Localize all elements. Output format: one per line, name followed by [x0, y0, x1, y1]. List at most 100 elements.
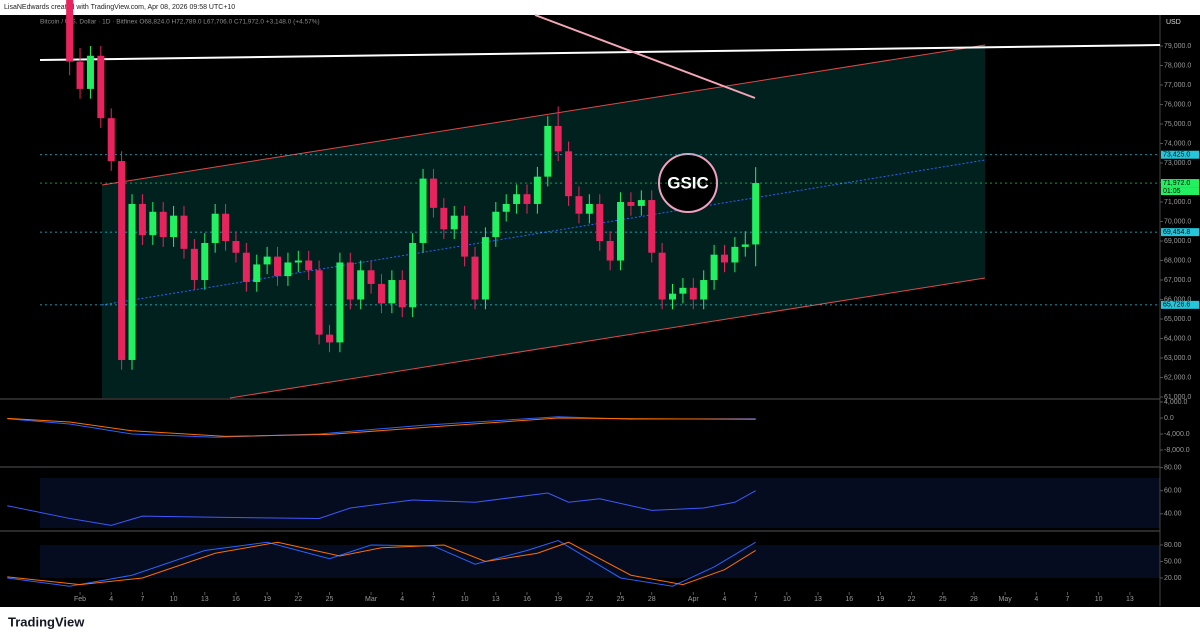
- candle-body: [97, 55, 105, 119]
- y-tick-label: 66,000.0: [1164, 296, 1191, 303]
- x-tick-label: 4: [723, 596, 727, 603]
- candle-body: [274, 256, 282, 277]
- indicator-line: [7, 540, 756, 587]
- candle-body: [492, 211, 500, 238]
- y-tick-label: 60.00: [1164, 488, 1182, 495]
- x-tick-label: 25: [617, 596, 625, 603]
- indicator-line: [7, 490, 756, 526]
- candle-body: [596, 203, 604, 242]
- candle-body: [346, 262, 354, 300]
- logo: GSIC: [667, 173, 709, 192]
- y-tick-label: 68,000.0: [1164, 257, 1191, 264]
- x-tick-label: 10: [461, 596, 469, 603]
- rsi-band: [40, 478, 1160, 528]
- x-tick-label: 25: [939, 596, 947, 603]
- price-label-box: [1161, 300, 1199, 309]
- candle-body: [679, 287, 687, 294]
- candle-body: [284, 262, 292, 277]
- x-tick-label: 4: [1034, 596, 1038, 603]
- candle-body: [710, 254, 718, 281]
- countdown-box: [1161, 187, 1199, 196]
- x-tick-label: 16: [232, 596, 240, 603]
- indicator-line: [7, 417, 756, 437]
- credit: LisaNEdwards created with TradingView.co…: [4, 4, 235, 11]
- candle-body: [637, 200, 645, 206]
- candle-body: [66, 0, 74, 62]
- x-tick-label: 13: [201, 596, 209, 603]
- candle-body: [149, 211, 157, 236]
- stoch-band: [40, 545, 1160, 578]
- candle-body: [419, 178, 427, 243]
- y-tick-label: 77,000.0: [1164, 82, 1191, 89]
- y-tick-label: 75,000.0: [1164, 121, 1191, 128]
- candle-body: [471, 256, 479, 300]
- x-tick-label: 22: [908, 596, 916, 603]
- candle-body: [305, 260, 313, 271]
- candle-body: [201, 242, 209, 281]
- x-tick-label: 13: [814, 596, 822, 603]
- channel-bottom: [229, 277, 986, 399]
- price-label: 71,972.0: [1163, 180, 1190, 187]
- candle-body: [222, 213, 230, 242]
- symbol-header: Bitcoin / U.S. Dollar · 1D · Bitfinex O6…: [40, 19, 320, 26]
- candle-body: [398, 280, 406, 308]
- brand: TradingView: [8, 614, 85, 629]
- y-tick-label: 73,000.0: [1164, 160, 1191, 167]
- candle-body: [606, 241, 614, 261]
- candle-body: [544, 125, 552, 177]
- y-tick-label: 64,000.0: [1164, 335, 1191, 342]
- x-tick-label: May: [999, 596, 1013, 603]
- y-tick-label: 65,000.0: [1164, 316, 1191, 323]
- candle-body: [170, 215, 178, 238]
- y-tick-label: 69,000.0: [1164, 238, 1191, 245]
- candle-body: [658, 252, 666, 300]
- x-tick-label: 16: [845, 596, 853, 603]
- x-tick-label: 10: [1095, 596, 1103, 603]
- x-tick-label: 25: [326, 596, 334, 603]
- y-tick-label: 71,000.0: [1164, 199, 1191, 206]
- candle-body: [367, 270, 375, 284]
- trendline: [39, 44, 1161, 61]
- x-tick-label: Feb: [74, 596, 86, 603]
- y-tick-label: 80.00: [1164, 542, 1182, 549]
- x-tick-label: 28: [648, 596, 656, 603]
- candle-body: [481, 237, 489, 300]
- candle-body: [565, 151, 573, 197]
- currency: USD: [1166, 19, 1181, 26]
- candle-body: [357, 270, 365, 300]
- y-tick-label: 70,000.0: [1164, 218, 1191, 225]
- indicator-line: [7, 541, 756, 586]
- candle-body: [315, 270, 323, 335]
- candle-body: [211, 213, 219, 243]
- price-label: 69,454.8: [1163, 229, 1190, 236]
- x-tick-label: Apr: [688, 596, 700, 603]
- candle-body: [617, 202, 625, 261]
- price-label-box: [1161, 179, 1199, 188]
- candle-body: [648, 200, 656, 253]
- price-label: 65,726.6: [1163, 302, 1190, 309]
- x-tick-label: 7: [140, 596, 144, 603]
- x-tick-label: 7: [431, 596, 435, 603]
- candle-body: [263, 256, 271, 265]
- moving-average: [534, 14, 756, 99]
- candle-body: [159, 211, 167, 238]
- candle-body: [627, 202, 635, 206]
- candle-body: [575, 196, 583, 214]
- y-tick-label: 80.00: [1164, 464, 1182, 471]
- candle-body: [533, 176, 541, 204]
- y-tick-label: 74,000.0: [1164, 140, 1191, 147]
- y-tick-label: 78,000.0: [1164, 62, 1191, 69]
- x-tick-label: 4: [400, 596, 404, 603]
- y-tick-label: 50.00: [1164, 558, 1182, 565]
- candle-body: [689, 287, 697, 300]
- y-tick-label: 0.0: [1164, 415, 1174, 422]
- candle-body: [720, 254, 728, 263]
- channel-top: [101, 44, 986, 186]
- candle-body: [523, 194, 531, 204]
- y-tick-label: 63,000.0: [1164, 355, 1191, 362]
- candle-body: [138, 203, 146, 236]
- candle-body: [752, 183, 760, 245]
- y-tick-label: 67,000.0: [1164, 277, 1191, 284]
- y-tick-label: 76,000.0: [1164, 101, 1191, 108]
